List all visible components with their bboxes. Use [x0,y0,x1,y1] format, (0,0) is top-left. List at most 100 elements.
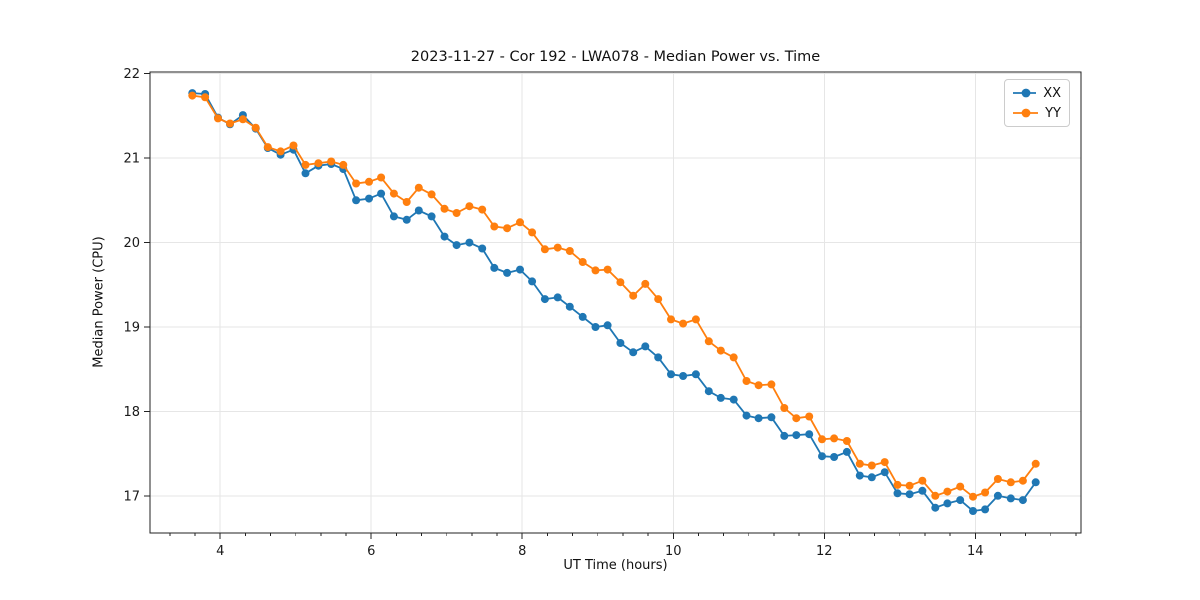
y-tick-label: 17 [123,489,140,504]
data-point-xx [565,302,574,311]
data-point-yy [516,218,524,227]
data-point-xx [478,244,487,253]
data-point-yy [201,93,210,102]
y-tick-label: 19 [123,320,140,335]
data-point-xx [540,295,549,304]
data-point-xx [414,206,423,215]
data-point-xx [893,489,902,498]
data-point-yy [981,488,990,497]
data-point-yy [339,160,348,169]
data-point-xx [905,490,914,499]
data-point-xx [490,263,499,272]
data-point-yy [528,228,537,237]
xx-line-sample-icon [1013,88,1037,98]
data-point-yy [943,487,952,496]
data-point-xx [389,212,398,221]
data-point-xx [1031,478,1040,487]
data-point-xx [1006,494,1015,503]
data-point-yy [792,414,801,423]
data-point-xx [818,452,826,461]
data-point-xx [867,473,876,482]
data-point-yy [767,380,776,389]
data-point-xx [528,277,537,286]
data-point-yy [565,247,574,255]
data-point-yy [654,295,663,304]
data-point-yy [716,346,725,355]
data-point-yy [616,278,625,287]
data-point-xx [704,387,713,396]
data-point-yy [867,461,876,470]
series-line-xx [191,92,1037,512]
data-point-xx [993,491,1002,500]
data-point-yy [490,222,499,231]
data-point-yy [905,481,914,490]
chart-title: 2023-11-27 - Cor 192 - LWA078 - Median P… [410,49,821,65]
data-point-yy [742,377,751,385]
data-point-yy [452,209,461,217]
data-point-yy [918,476,927,485]
data-point-yy [289,141,298,150]
data-point-xx [931,503,940,512]
data-point-yy [301,160,310,169]
data-point-yy [251,123,260,132]
data-point-xx [729,395,738,404]
data-point-xx [402,215,411,224]
data-point-xx [578,312,587,321]
data-point-yy [377,173,386,182]
data-point-xx [742,411,751,420]
data-point-xx [855,471,864,480]
data-point-yy [578,258,587,266]
data-point-yy [478,205,487,214]
data-point-yy [402,198,411,206]
data-point-xx [918,486,927,495]
data-point-yy [629,291,638,300]
data-point-xx [767,413,776,422]
data-point-xx [969,507,977,515]
data-point-yy [389,189,398,198]
data-point-yy [503,224,512,233]
data-point-xx [553,293,562,302]
data-point-yy [603,265,612,274]
y-tick-label: 21 [123,152,140,167]
data-point-xx [654,353,663,362]
data-point-xx [591,323,600,331]
x-tick-label: 14 [967,544,984,559]
data-point-yy [855,459,864,468]
data-point-xx [943,499,952,508]
legend-label-xx: XX [1043,85,1061,101]
data-point-xx [603,321,612,330]
data-point-yy [591,266,600,275]
data-point-yy [226,119,234,128]
data-point-yy [880,458,889,467]
data-point-xx [981,505,990,514]
data-point-yy [667,315,675,324]
y-tick-label: 18 [123,405,140,420]
data-point-yy [1006,478,1015,487]
data-point-yy [465,202,474,211]
data-point-yy [729,353,738,362]
legend-label-yy: YY [1045,105,1061,121]
plot-border [149,71,1082,534]
data-point-xx [754,414,763,423]
x-axis-label: UT Time (hours) [563,558,668,573]
x-tick-label: 12 [816,544,833,559]
data-point-xx [516,265,524,274]
data-point-xx [301,169,310,178]
data-point-xx [830,453,839,461]
data-point-xx [679,372,688,380]
data-point-xx [377,189,386,198]
data-point-yy [842,437,851,445]
data-point-xx [641,342,650,351]
y-tick-label: 22 [123,67,140,82]
data-point-xx [352,196,361,205]
data-point-xx [956,496,965,505]
data-point-yy [1018,476,1027,485]
data-point-yy [780,404,789,412]
data-point-xx [780,431,789,440]
data-point-xx [427,212,436,221]
data-point-yy [691,315,700,324]
data-point-yy [956,482,965,491]
x-tick-label: 8 [518,544,526,559]
legend: XX YY [1004,79,1070,127]
series-line-yy [191,94,1037,498]
